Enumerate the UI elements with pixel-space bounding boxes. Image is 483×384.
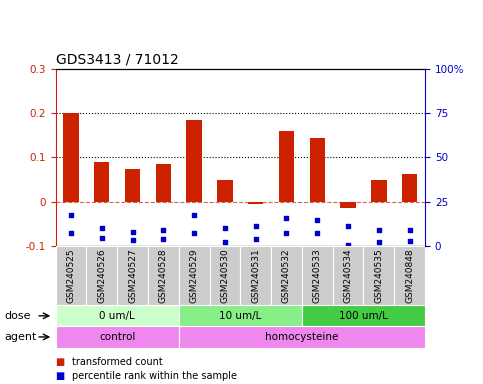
Point — [344, 223, 352, 229]
Point — [159, 227, 167, 233]
Text: percentile rank within the sample: percentile rank within the sample — [72, 371, 238, 381]
Bar — [86, 246, 117, 305]
Bar — [279, 131, 294, 202]
Point — [67, 212, 75, 218]
Point — [375, 227, 383, 233]
Bar — [248, 202, 263, 204]
Bar — [179, 326, 425, 348]
Bar — [63, 113, 79, 202]
Text: control: control — [99, 332, 135, 342]
Bar — [394, 246, 425, 305]
Text: homocysteine: homocysteine — [265, 332, 339, 342]
Point — [252, 223, 259, 229]
Text: ■: ■ — [56, 357, 65, 367]
Bar — [371, 180, 386, 202]
Point — [159, 236, 167, 242]
Bar — [302, 246, 333, 305]
Point — [221, 225, 229, 231]
Text: GSM240531: GSM240531 — [251, 249, 260, 303]
Text: GSM240529: GSM240529 — [190, 249, 199, 303]
Text: transformed count: transformed count — [72, 357, 163, 367]
Bar — [210, 246, 240, 305]
Bar — [271, 246, 302, 305]
Text: GSM240534: GSM240534 — [343, 249, 353, 303]
Text: dose: dose — [5, 311, 31, 321]
Point — [375, 239, 383, 245]
Text: GSM240533: GSM240533 — [313, 249, 322, 303]
Bar — [302, 305, 425, 326]
Text: agent: agent — [5, 332, 37, 342]
Text: GDS3413 / 71012: GDS3413 / 71012 — [56, 53, 178, 66]
Bar — [94, 162, 110, 202]
Bar — [217, 180, 233, 202]
Point — [252, 236, 259, 242]
Bar — [148, 246, 179, 305]
Bar — [186, 120, 202, 202]
Point — [98, 225, 106, 231]
Point — [221, 239, 229, 245]
Bar — [179, 305, 302, 326]
Text: GSM240532: GSM240532 — [282, 249, 291, 303]
Point — [406, 238, 413, 245]
Point — [67, 230, 75, 236]
Bar — [179, 246, 210, 305]
Bar — [125, 169, 140, 202]
Bar — [402, 174, 417, 202]
Text: GSM240525: GSM240525 — [67, 249, 75, 303]
Point — [190, 212, 198, 218]
Bar — [56, 305, 179, 326]
Text: 0 um/L: 0 um/L — [99, 311, 135, 321]
Point — [344, 242, 352, 248]
Point — [313, 217, 321, 223]
Point — [190, 230, 198, 236]
Bar — [156, 164, 171, 202]
Point — [283, 230, 290, 236]
Bar — [310, 139, 325, 202]
Text: GSM240526: GSM240526 — [97, 249, 106, 303]
Point — [283, 215, 290, 222]
Text: GSM240530: GSM240530 — [220, 249, 229, 303]
Bar — [333, 246, 364, 305]
Point — [128, 237, 136, 243]
Text: 100 um/L: 100 um/L — [339, 311, 388, 321]
Bar — [241, 246, 271, 305]
Text: GSM240848: GSM240848 — [405, 249, 414, 303]
Point — [128, 228, 136, 235]
Bar — [341, 202, 356, 208]
Bar — [56, 326, 179, 348]
Text: ■: ■ — [56, 371, 65, 381]
Point — [406, 227, 413, 233]
Bar — [117, 246, 148, 305]
Point — [98, 235, 106, 241]
Text: GSM240535: GSM240535 — [374, 249, 384, 303]
Text: 10 um/L: 10 um/L — [219, 311, 261, 321]
Bar — [364, 246, 394, 305]
Text: GSM240527: GSM240527 — [128, 249, 137, 303]
Bar — [56, 246, 86, 305]
Text: GSM240528: GSM240528 — [159, 249, 168, 303]
Point — [313, 230, 321, 237]
